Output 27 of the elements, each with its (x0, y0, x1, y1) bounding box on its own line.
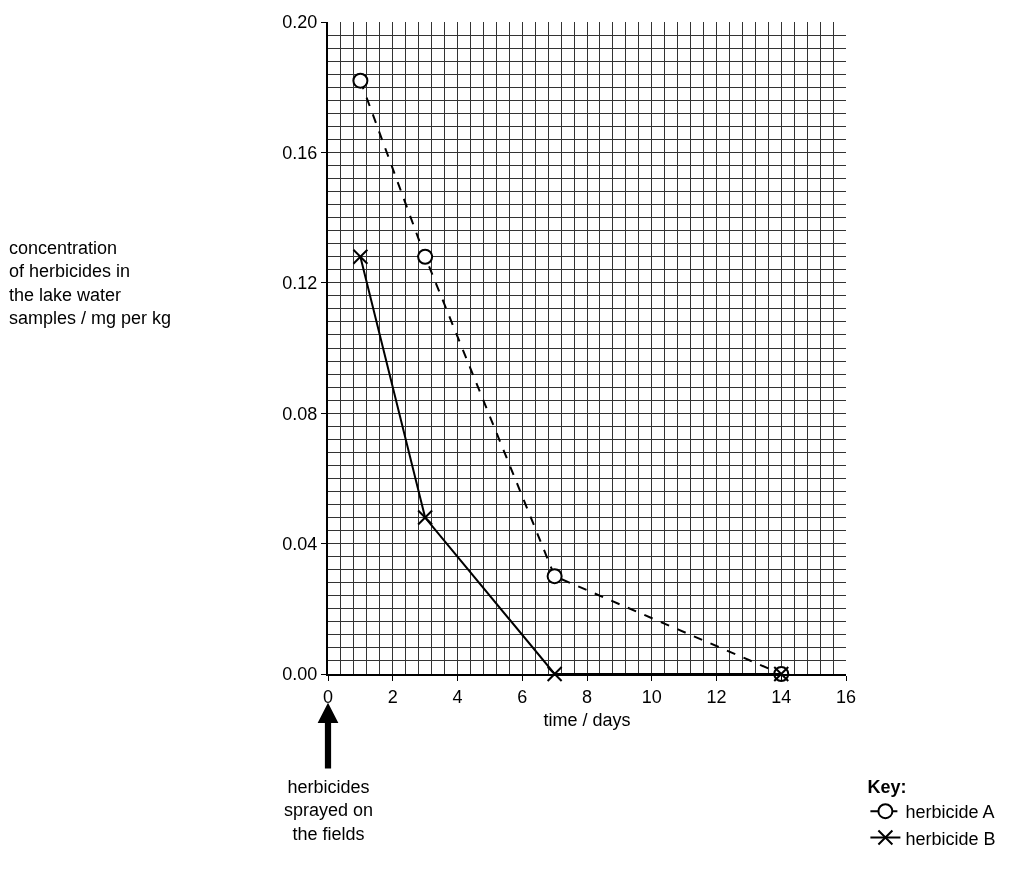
x-tick-label: 8 (581, 686, 593, 707)
x-tick-label: 14 (771, 686, 792, 707)
y-tick-label: 0.08 (282, 403, 318, 424)
point (417, 248, 434, 265)
x-tick-label: 16 (835, 686, 857, 707)
y-tick-label: 0.12 (282, 273, 318, 294)
x-tick-label: 4 (452, 686, 463, 707)
y-tick-label: 0.04 (282, 533, 318, 554)
text: herbicides sprayed on the fields (284, 777, 374, 844)
x-tick-label: 10 (641, 686, 662, 707)
point (546, 568, 563, 585)
legend-label: herbicide B (905, 828, 996, 849)
legend-label: herbicide A (905, 802, 995, 823)
x-tick-label: 6 (517, 686, 528, 707)
y-tick-label: 0.20 (282, 12, 318, 33)
point (417, 509, 434, 526)
y-tick-label: 0.16 (282, 142, 318, 163)
point (352, 248, 369, 265)
x-tick-label: 12 (706, 686, 727, 707)
text: concentration of herbicides in the lake water samples / mg per kg (9, 238, 172, 329)
legend-title: Key: (867, 776, 907, 797)
x-axis-title: time / days (543, 710, 631, 731)
x-tick-label: 0 (322, 686, 334, 707)
x-tick-label: 2 (387, 686, 398, 707)
point (352, 72, 369, 89)
point (546, 666, 563, 682)
y-tick-label: 0.00 (282, 664, 318, 685)
